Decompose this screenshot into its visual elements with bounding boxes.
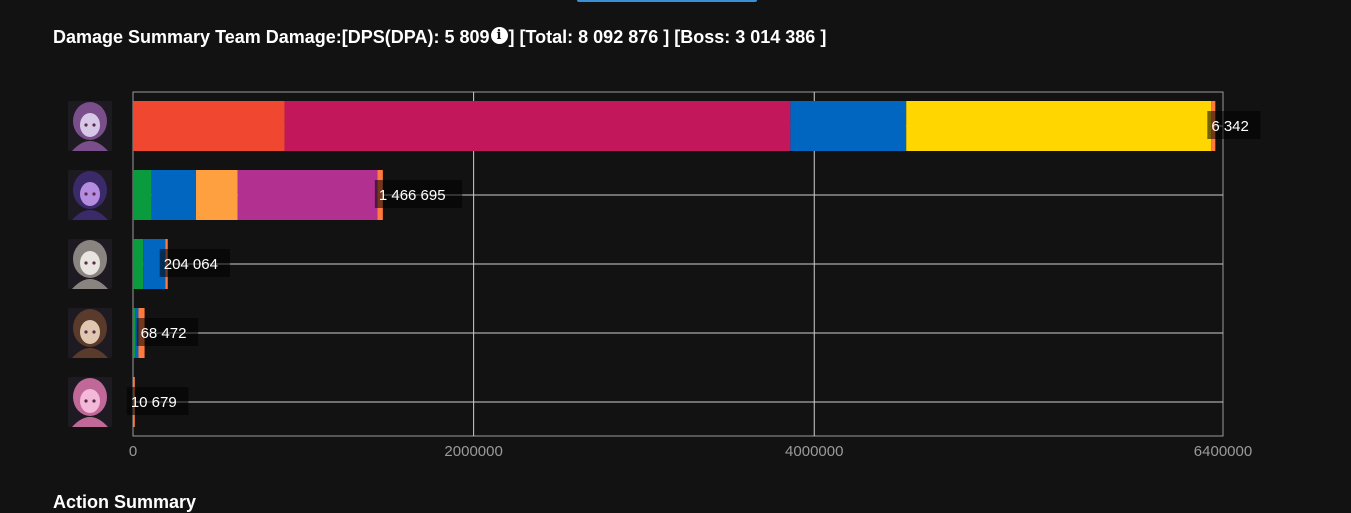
team-damage-label: Team Damage:[DPS(DPA): 5 809: [215, 27, 490, 47]
data-label: 6 342: [1211, 118, 1249, 135]
character-avatar-5: [68, 377, 112, 427]
character-avatar-1: [68, 101, 112, 151]
bar-segment: [237, 170, 378, 220]
bar-segment: [790, 101, 907, 151]
bar-segment: [133, 170, 152, 220]
info-icon[interactable]: i: [490, 27, 508, 44]
x-tick-label: 4000000: [785, 443, 843, 460]
bar-segment: [133, 308, 136, 358]
data-label-bg: [1207, 111, 1261, 139]
action-summary-title: Action Summary: [53, 492, 197, 512]
x-tick-label: 2000000: [444, 443, 502, 460]
data-label-bg: [126, 387, 189, 415]
data-label-bg: [374, 180, 463, 208]
bar-segment: [133, 101, 285, 151]
bar-segment: [284, 101, 791, 151]
bar-segment: [196, 170, 238, 220]
data-label: 68 472: [141, 325, 187, 342]
data-label: 1 466 695: [379, 187, 446, 204]
damage-summary-header: Damage Summary Team Damage:[DPS(DPA): 5 …: [53, 27, 826, 48]
data-label-bg: [159, 249, 230, 277]
x-tick-label: 6400000: [1194, 443, 1252, 460]
data-label: 10 679: [131, 394, 177, 411]
character-avatar-3: [68, 239, 112, 289]
character-avatar-2: [68, 170, 112, 220]
data-label: 204 064: [164, 256, 218, 273]
character-avatar-4: [68, 308, 112, 358]
damage-bar-chart: 0 2000000 4000000 6400000 6 342 1 466 695 204 …: [68, 91, 1261, 460]
bar-segment: [133, 239, 144, 289]
data-label-bg: [136, 318, 199, 346]
damage-totals: ] [Total: 8 092 876 ] [Boss: 3 014 386 ]: [508, 27, 827, 47]
damage-summary-title: Damage Summary: [53, 27, 211, 47]
active-tab-indicator: [577, 0, 757, 2]
bar-segment: [151, 170, 197, 220]
bar-segment: [906, 101, 1212, 151]
x-tick-label: 0: [129, 443, 137, 460]
